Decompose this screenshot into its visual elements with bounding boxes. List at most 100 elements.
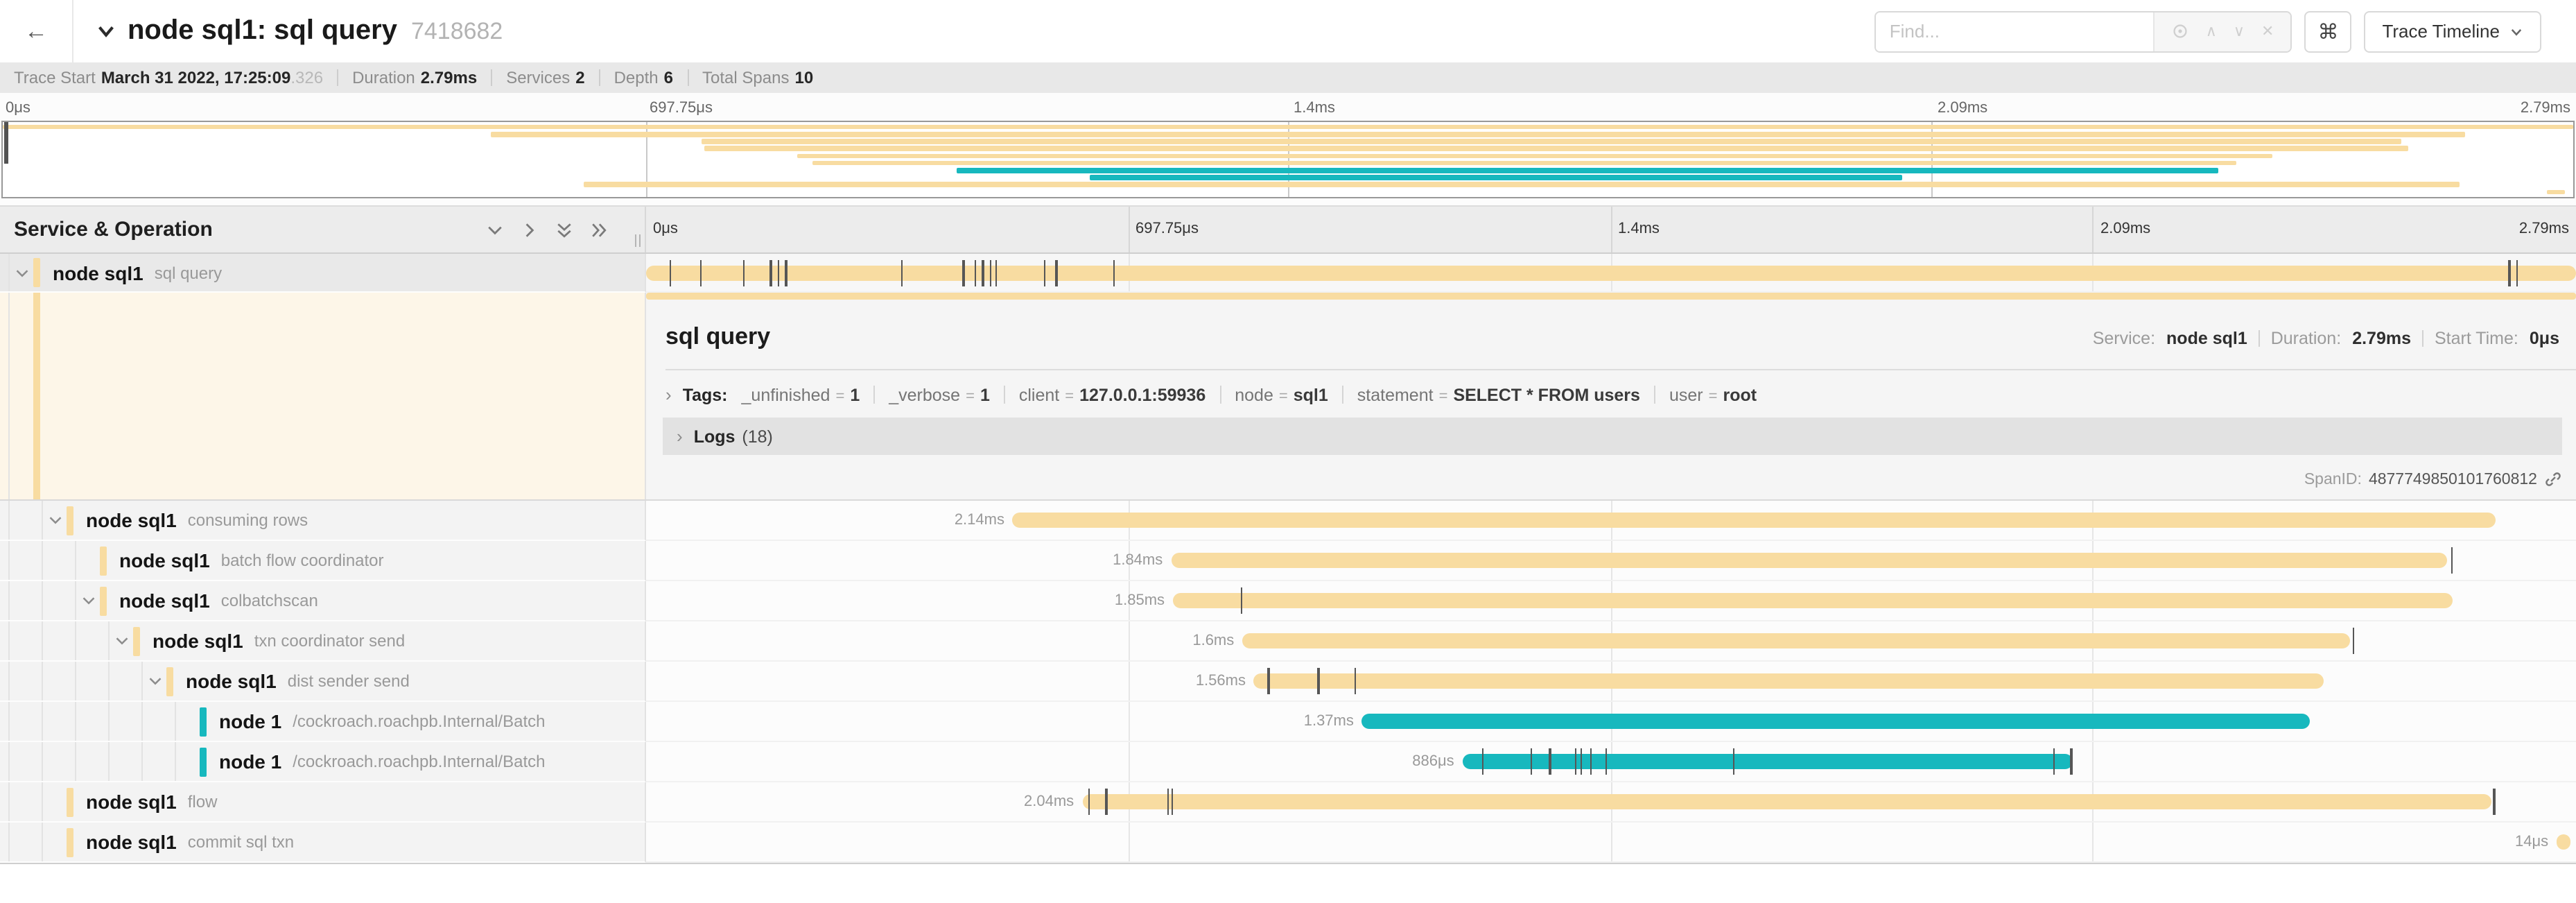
span-operation-name: sql query [154, 263, 223, 282]
span-duration-bar[interactable] [2557, 834, 2570, 850]
span-duration-bar[interactable] [1242, 633, 2351, 648]
span-gantt-cell[interactable]: 1.84ms [646, 541, 2576, 581]
indent-guide [42, 621, 43, 660]
log-marker [2493, 789, 2496, 815]
indent-guide [108, 621, 110, 660]
trace-title-group[interactable]: node sql1: sql query 7418682 [96, 15, 503, 47]
span-gantt-cell[interactable]: 1.85ms [646, 581, 2576, 621]
tag-key: node [1235, 385, 1273, 404]
tag-item: user = root [1669, 385, 1757, 404]
tick-label: 1.4ms [1294, 100, 1335, 117]
tick-label: 1.4ms [1618, 221, 1660, 237]
back-button[interactable]: ← [0, 0, 73, 62]
span-gantt-cell[interactable]: 14μs [646, 823, 2576, 863]
timeline-minimap[interactable] [1, 121, 2575, 198]
collapse-trace-header-icon[interactable] [96, 21, 116, 42]
indent-guide [175, 702, 176, 741]
span-color-bar [33, 258, 40, 287]
span-tree-cell[interactable]: node 1/cockroach.roachpb.Internal/Batch [0, 702, 646, 742]
span-duration-bar[interactable] [1171, 553, 2447, 568]
view-mode-dropdown[interactable]: Trace Timeline [2364, 10, 2541, 52]
indent-guide [108, 662, 110, 700]
minimap-range-scrubber[interactable] [4, 122, 8, 164]
span-tree-cell[interactable]: node sql1 batch flow coordinator [0, 541, 646, 581]
span-tree-cell[interactable]: node sql1 colbatchscan [0, 581, 646, 621]
span-gantt-cell[interactable]: 2.04ms [646, 782, 2576, 823]
span-collapse-chevron-icon[interactable] [78, 592, 100, 609]
span-gantt-cell[interactable]: 1.6ms [646, 621, 2576, 662]
clear-find-icon[interactable]: ✕ [2261, 24, 2274, 40]
span-gantt-cell[interactable]: 1.56ms [646, 662, 2576, 702]
back-arrow-icon: ← [24, 17, 48, 44]
minimap-span-bar [3, 124, 2573, 130]
indent-guide [42, 541, 43, 580]
find-input[interactable] [1875, 12, 2153, 51]
span-collapse-chevron-icon[interactable] [11, 264, 33, 281]
span-gantt-cell[interactable]: 1.37ms [646, 702, 2576, 742]
tag-key: user [1669, 385, 1703, 404]
span-tree-cell[interactable]: node sql1 consuming rows [0, 501, 646, 541]
span-tree-cell[interactable]: node sql1 dist sender send [0, 662, 646, 702]
span-duration-bar[interactable] [1082, 794, 2491, 809]
span-operation-name: consuming rows [187, 510, 308, 530]
tag-value: sql1 [1293, 385, 1328, 404]
trace-title: node sql1: sql query [128, 15, 397, 46]
span-operation-name: /cockroach.roachpb.Internal/Batch [293, 712, 546, 731]
tags-summary-row[interactable]: › Tags: _unfinished = 1 _verbose = 1 client = 12… [665, 384, 2559, 405]
span-duration-bar[interactable] [646, 265, 2576, 280]
log-marker [2070, 748, 2073, 775]
span-color-bar [67, 506, 73, 535]
indent-guide [175, 742, 176, 781]
span-gantt-cell[interactable] [646, 254, 2576, 293]
span-tree-cell[interactable]: node 1/cockroach.roachpb.Internal/Batch [0, 742, 646, 782]
indent-guide [8, 541, 10, 580]
span-duration-bar[interactable] [1173, 593, 2453, 608]
span-gantt-cell[interactable]: 2.14ms [646, 501, 2576, 541]
expand-all-icon[interactable] [589, 220, 609, 239]
span-operation-name: flow [187, 792, 218, 811]
expand-one-icon[interactable] [520, 220, 539, 239]
span-tree-cell[interactable]: node sql1 flow [0, 782, 646, 823]
span-service-name: node sql1 [86, 831, 177, 853]
focus-match-icon[interactable] [2171, 22, 2189, 40]
deep-link-icon[interactable] [2544, 470, 2562, 488]
tag-item: node = sql1 [1235, 385, 1328, 404]
chevron-down-icon [2509, 24, 2523, 38]
log-marker [1481, 748, 1484, 775]
span-collapse-chevron-icon[interactable] [111, 633, 133, 649]
span-duration-bar[interactable] [1361, 714, 2310, 729]
span-gantt-cell[interactable]: 886μs [646, 742, 2576, 782]
tick-label: 2.79ms [2518, 221, 2569, 237]
trace-start-label: Trace Start [14, 68, 96, 87]
depth-label: Depth [613, 68, 659, 87]
minimap-span-row [3, 181, 2573, 188]
span-tree-cell[interactable]: node sql1 commit sql txn [0, 823, 646, 863]
log-marker [1590, 748, 1592, 775]
span-duration-bar[interactable] [1253, 673, 2324, 689]
logs-accordion[interactable]: › Logs (18) [663, 418, 2562, 455]
log-marker [1574, 748, 1577, 775]
span-duration-bar[interactable] [1462, 754, 2073, 769]
chevron-right-icon: › [677, 426, 683, 447]
span-collapse-chevron-icon[interactable] [44, 512, 67, 528]
bottom-spacer [0, 864, 2576, 903]
panel-resize-grip[interactable] [635, 234, 641, 247]
keyboard-shortcuts-button[interactable]: ⌘ [2304, 10, 2352, 52]
span-duration-bar[interactable] [1012, 513, 2496, 528]
total-spans-label: Total Spans [702, 68, 790, 87]
span-duration-label: 886μs [1412, 753, 1454, 770]
log-marker [1549, 748, 1551, 775]
tick-label: 697.75μs [650, 100, 713, 117]
span-tree-cell[interactable]: node sql1 sql query [0, 254, 646, 293]
log-marker [1317, 668, 1320, 694]
span-operation-name: /cockroach.roachpb.Internal/Batch [293, 752, 546, 771]
prev-match-icon[interactable]: ∧ [2205, 24, 2217, 40]
span-tree-cell[interactable]: node sql1 txn coordinator send [0, 621, 646, 662]
tag-value: root [1723, 385, 1757, 404]
span-color-bar [200, 707, 207, 736]
collapse-all-icon[interactable] [555, 220, 574, 239]
log-marker [1171, 789, 1174, 815]
collapse-one-icon[interactable] [485, 220, 505, 239]
span-collapse-chevron-icon[interactable] [144, 673, 166, 689]
next-match-icon[interactable]: ∨ [2233, 24, 2245, 40]
